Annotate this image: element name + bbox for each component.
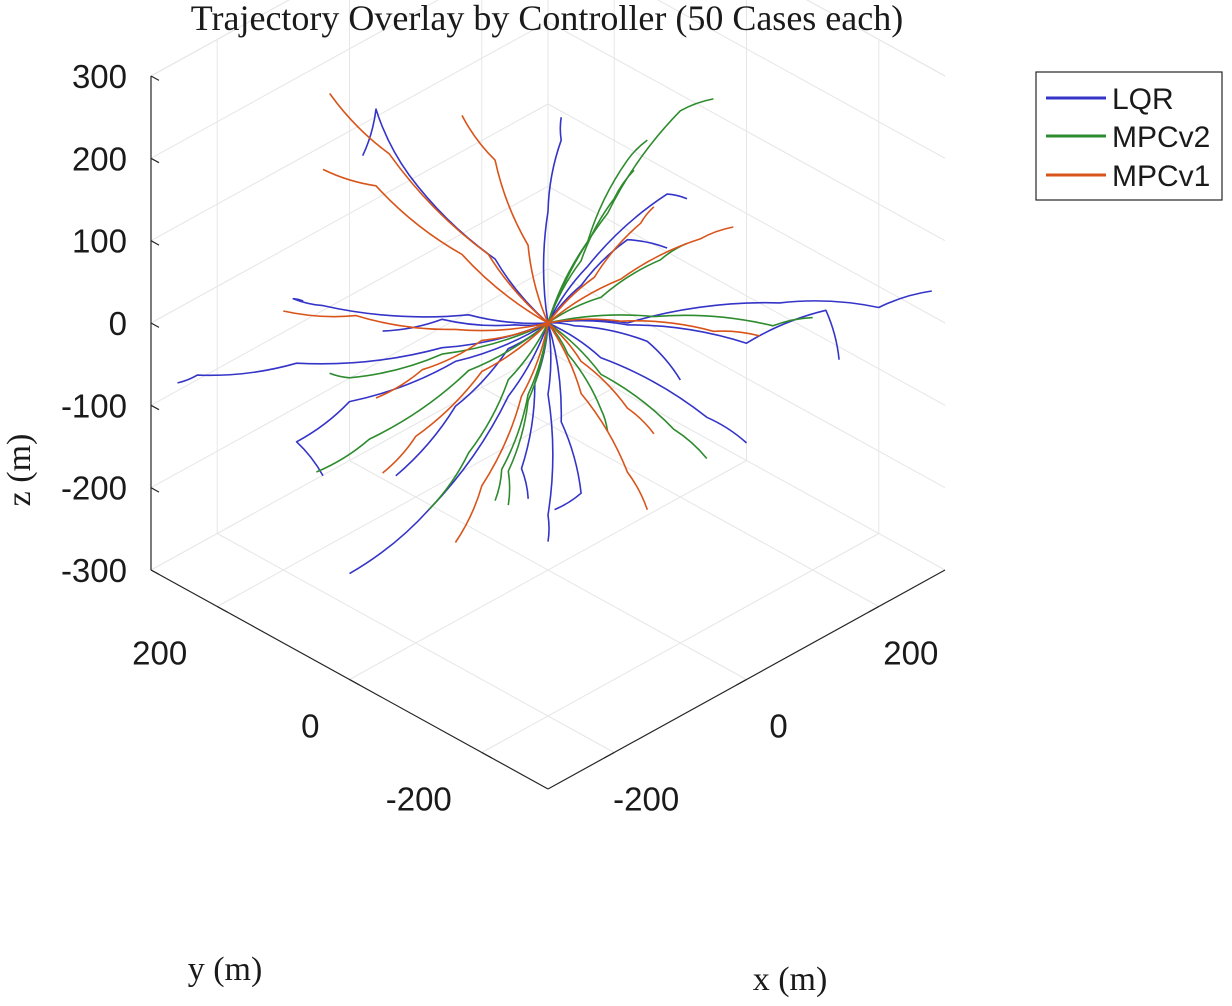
- trajectory-line: [547, 322, 748, 444]
- trajectory-line: [283, 310, 549, 332]
- trajectory-line: [361, 108, 549, 324]
- trajectory-line: [547, 238, 668, 324]
- trajectories: [177, 93, 932, 575]
- y-tick-label: 200: [132, 635, 187, 672]
- trajectory-line: [461, 115, 549, 324]
- z-tick-label: 200: [72, 140, 127, 177]
- grid-line: [349, 460, 747, 680]
- trajectory-line: [292, 297, 549, 325]
- y-tick-label: -200: [386, 781, 452, 818]
- grid-line: [657, 0, 946, 159]
- grid-line: [547, 185, 946, 406]
- z-tick-mark: [150, 240, 160, 246]
- y-tick-mark: [216, 605, 228, 613]
- legend: LQR MPCv2 MPCv1: [1035, 71, 1223, 201]
- grid-line: [547, 268, 946, 489]
- trajectory-line: [454, 322, 549, 543]
- z-tick-label: -100: [61, 387, 127, 424]
- z-tick-label: -200: [61, 470, 127, 507]
- legend-label-mpcv1: MPCv1: [1112, 160, 1210, 193]
- x-tick-mark: [603, 751, 615, 759]
- trajectory-line: [547, 322, 655, 435]
- trajectory-line: [547, 139, 648, 324]
- grid-line: [150, 0, 290, 77]
- z-tick-label: 300: [72, 58, 127, 95]
- trajectory-line: [316, 322, 549, 473]
- trajectory-line: [547, 314, 813, 327]
- trajectory-line: [349, 322, 549, 575]
- trajectory-line: [322, 168, 549, 324]
- trajectory-line: [295, 322, 549, 477]
- z-tick-label: -300: [61, 552, 127, 589]
- z-tick-mark: [150, 157, 160, 164]
- trajectory-line: [547, 98, 714, 324]
- trajectory-line: [507, 322, 549, 506]
- y-axis-label: y (m): [188, 951, 263, 988]
- axes: -300 -200 -100 0 100 200 300 -200 0 200 -200 0 200: [61, 58, 946, 818]
- y-tick-mark: [349, 678, 360, 686]
- trajectory-line: [382, 322, 549, 474]
- x-tick-mark: [868, 605, 880, 613]
- grid-line: [150, 0, 439, 159]
- z-axis-label: z (m): [1, 434, 38, 507]
- z-tick-mark: [150, 404, 160, 411]
- x-tick-label: -200: [613, 781, 679, 818]
- z-tick-mark: [150, 569, 160, 575]
- trajectory-line: [547, 242, 688, 324]
- x-tick-label: 0: [769, 708, 787, 745]
- trajectory-line: [329, 93, 549, 324]
- x-tick-mark: [736, 678, 747, 686]
- z-tick-mark: [150, 75, 160, 81]
- trajectory-line: [547, 206, 655, 324]
- legend-label-lqr: LQR: [1112, 83, 1174, 116]
- trajectory-line: [428, 322, 549, 511]
- grid-lines: [150, 0, 946, 753]
- grid-line: [150, 21, 549, 242]
- series-mpcv2: [316, 98, 813, 511]
- trajectory-line: [547, 226, 734, 324]
- trajectory-line: [547, 318, 760, 337]
- trajectory-line: [547, 322, 681, 381]
- grid-line: [216, 387, 615, 607]
- z-tick-label: 0: [109, 305, 127, 342]
- z-tick-label: 100: [72, 223, 127, 260]
- y-tick-mark: [481, 751, 493, 759]
- trajectory-line: [547, 309, 840, 360]
- trajectory-line: [177, 322, 549, 384]
- grid-line: [547, 21, 946, 242]
- trajectory-line: [547, 193, 688, 324]
- trajectory-line: [375, 322, 549, 399]
- y-tick-label: 0: [301, 708, 319, 745]
- grid-line: [547, 103, 946, 324]
- trajectory-line: [494, 322, 549, 501]
- x-tick-label: 200: [883, 635, 938, 672]
- trajectory-line: [547, 322, 649, 510]
- series-mpcv1: [283, 93, 760, 543]
- series-lqr: [177, 108, 932, 575]
- z-tick-mark: [150, 322, 160, 328]
- trajectory-line: [547, 322, 554, 542]
- grid-line: [806, 0, 946, 77]
- trajectory-line: [547, 169, 635, 324]
- trajectory-line: [547, 322, 609, 432]
- chart-title: Trajectory Overlay by Controller (50 Cas…: [191, 0, 903, 38]
- trajectory-line: [547, 322, 582, 511]
- grid-line: [150, 185, 549, 406]
- grid-line: [481, 533, 880, 753]
- trajectory-line: [547, 322, 708, 460]
- trajectory-line: [547, 290, 932, 324]
- grid-line: [150, 103, 549, 324]
- legend-label-mpcv2: MPCv2: [1112, 121, 1210, 154]
- x-axis-label: x (m): [753, 961, 828, 998]
- trajectory-line: [395, 322, 549, 477]
- trajectory-line: [329, 322, 549, 379]
- z-tick-mark: [150, 487, 160, 493]
- trajectory-line: [542, 117, 562, 324]
